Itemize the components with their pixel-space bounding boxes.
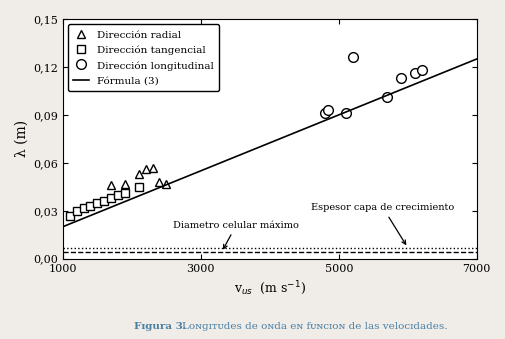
Text: Lᴏɴgɪᴛᴜdes de ᴏɴda eɴ fᴜɴcɪᴏɴ de las ᴠelocɪdades.: Lᴏɴgɪᴛᴜdes de ᴏɴda eɴ fᴜɴcɪᴏɴ de las ᴠel… — [182, 321, 447, 331]
Dirección tangencial — [94, 201, 100, 205]
Legend: Dirección radial, Dirección tangencial, Dirección longitudinal, Fórmula (3): Dirección radial, Dirección tangencial, … — [68, 24, 219, 91]
Dirección longitudinal — [321, 111, 327, 115]
Dirección radial — [135, 172, 141, 176]
Dirección tangencial — [135, 185, 141, 189]
Line: Dirección tangencial: Dirección tangencial — [66, 183, 142, 219]
Dirección longitudinal — [418, 68, 424, 72]
Dirección radial — [122, 182, 128, 186]
Dirección longitudinal — [342, 111, 348, 115]
Dirección tangencial — [101, 199, 107, 203]
Dirección tangencial — [67, 214, 73, 218]
Dirección radial — [163, 182, 169, 186]
Dirección longitudinal — [325, 108, 331, 112]
Line: Dirección longitudinal: Dirección longitudinal — [320, 53, 426, 118]
Text: Espesor capa de crecimiento: Espesor capa de crecimiento — [311, 203, 453, 244]
Dirección tangencial — [115, 193, 121, 197]
Line: Dirección radial: Dirección radial — [107, 163, 170, 190]
Dirección longitudinal — [411, 71, 417, 75]
Dirección radial — [108, 183, 114, 187]
Dirección radial — [149, 165, 156, 170]
Text: Fɪgura 3.: Fɪgura 3. — [134, 321, 186, 331]
Dirección tangencial — [80, 205, 86, 210]
Y-axis label: λ (m): λ (m) — [15, 120, 29, 157]
Dirección tangencial — [87, 204, 93, 208]
Dirección tangencial — [122, 191, 128, 195]
Dirección longitudinal — [383, 95, 389, 99]
Dirección radial — [156, 180, 162, 184]
Dirección tangencial — [108, 196, 114, 200]
Dirección longitudinal — [397, 76, 403, 80]
Dirección longitudinal — [349, 55, 355, 59]
Text: Diametro celular máximo: Diametro celular máximo — [173, 221, 298, 248]
X-axis label: v$_{us}$  (m s$^{-1}$): v$_{us}$ (m s$^{-1}$) — [233, 279, 306, 297]
Dirección radial — [142, 167, 148, 171]
Dirección tangencial — [74, 209, 80, 213]
